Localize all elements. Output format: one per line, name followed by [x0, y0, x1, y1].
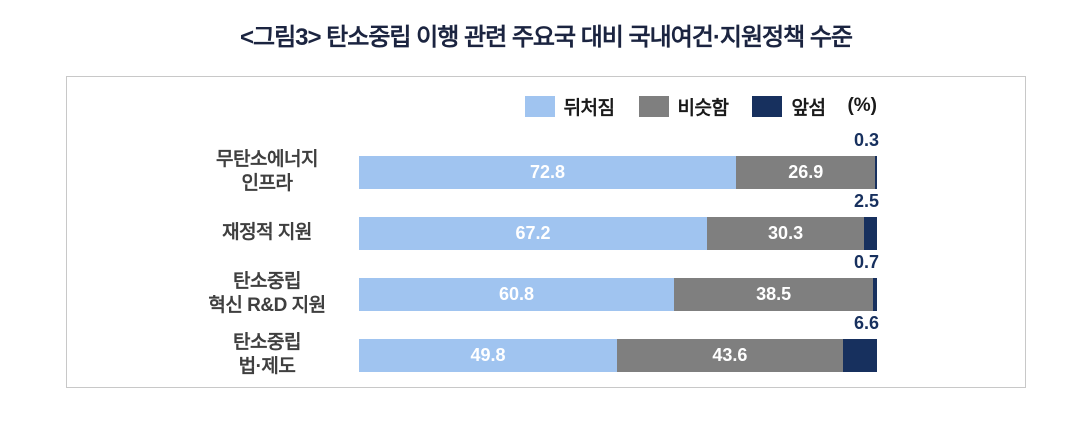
category-label: 탄소중립 법·제도 — [233, 332, 301, 377]
ahead-value-label: 0.3 — [853, 129, 879, 150]
category-label: 탄소중립 혁신 R&D 지원 — [208, 271, 326, 316]
legend-swatch-ahead — [752, 95, 783, 117]
legend-item-behind: 뒤처짐 — [524, 93, 615, 120]
stacked-bar: 67.2 30.3 2.5 — [359, 191, 879, 250]
legend-swatch-behind — [524, 95, 555, 117]
bar-segment-similar: 26.9 — [736, 155, 876, 189]
bar-segment-ahead — [873, 277, 877, 311]
stacked-bar: 49.8 43.6 6.6 — [359, 313, 879, 372]
ahead-value-label: 0.7 — [853, 251, 879, 272]
ahead-value-label: 6.6 — [853, 312, 879, 333]
bar-segment-ahead — [864, 216, 877, 250]
chart-rows: 무탄소에너지 인프라 72.8 26.9 0.3 재정적 지원 67.2 30.3 2.5 탄소… — [67, 130, 879, 378]
unit-label: (%) — [847, 95, 877, 116]
bar-segment-ahead — [875, 155, 877, 189]
stacked-bar: 60.8 38.5 0.7 — [359, 252, 879, 311]
legend-item-ahead: 앞섬 — [752, 93, 826, 120]
chart-box: 뒤처짐 비슷함 앞섬 (%) 무탄소에너지 인프라 72.8 26.9 0.3 재정적 지원 6… — [66, 76, 1026, 388]
legend-swatch-similar — [638, 95, 669, 117]
bar-segment-behind: 49.8 — [359, 338, 617, 372]
legend-label-similar: 비슷함 — [677, 97, 729, 119]
category-label: 무탄소에너지 인프라 — [216, 149, 318, 194]
category-label: 재정적 지원 — [222, 222, 312, 244]
bar-segment-similar: 30.3 — [707, 216, 865, 250]
bar-segment-behind: 60.8 — [359, 277, 674, 311]
page-title: <그림3> 탄소중립 이행 관련 주요국 대비 국내여건·지원정책 수준 — [239, 24, 853, 51]
bar-segment-similar: 43.6 — [616, 338, 843, 372]
legend: 뒤처짐 비슷함 앞섬 (%) — [67, 93, 877, 119]
stacked-bar: 72.8 26.9 0.3 — [359, 130, 879, 189]
chart-row: 무탄소에너지 인프라 72.8 26.9 0.3 — [67, 130, 879, 195]
chart-row: 탄소중립 혁신 R&D 지원 60.8 38.5 0.7 — [67, 252, 879, 317]
bar-segment-similar: 38.5 — [673, 277, 874, 311]
legend-label-ahead: 앞섬 — [791, 97, 826, 119]
bar-segment-behind: 67.2 — [359, 216, 708, 250]
bar-segment-ahead — [842, 338, 877, 372]
legend-item-similar: 비슷함 — [638, 93, 729, 120]
chart-row: 탄소중립 법·제도 49.8 43.6 6.6 — [67, 313, 879, 378]
chart-row: 재정적 지원 67.2 30.3 2.5 — [67, 191, 879, 250]
bar-segment-behind: 72.8 — [359, 155, 737, 189]
ahead-value-label: 2.5 — [853, 190, 879, 211]
legend-label-behind: 뒤처짐 — [563, 97, 615, 119]
